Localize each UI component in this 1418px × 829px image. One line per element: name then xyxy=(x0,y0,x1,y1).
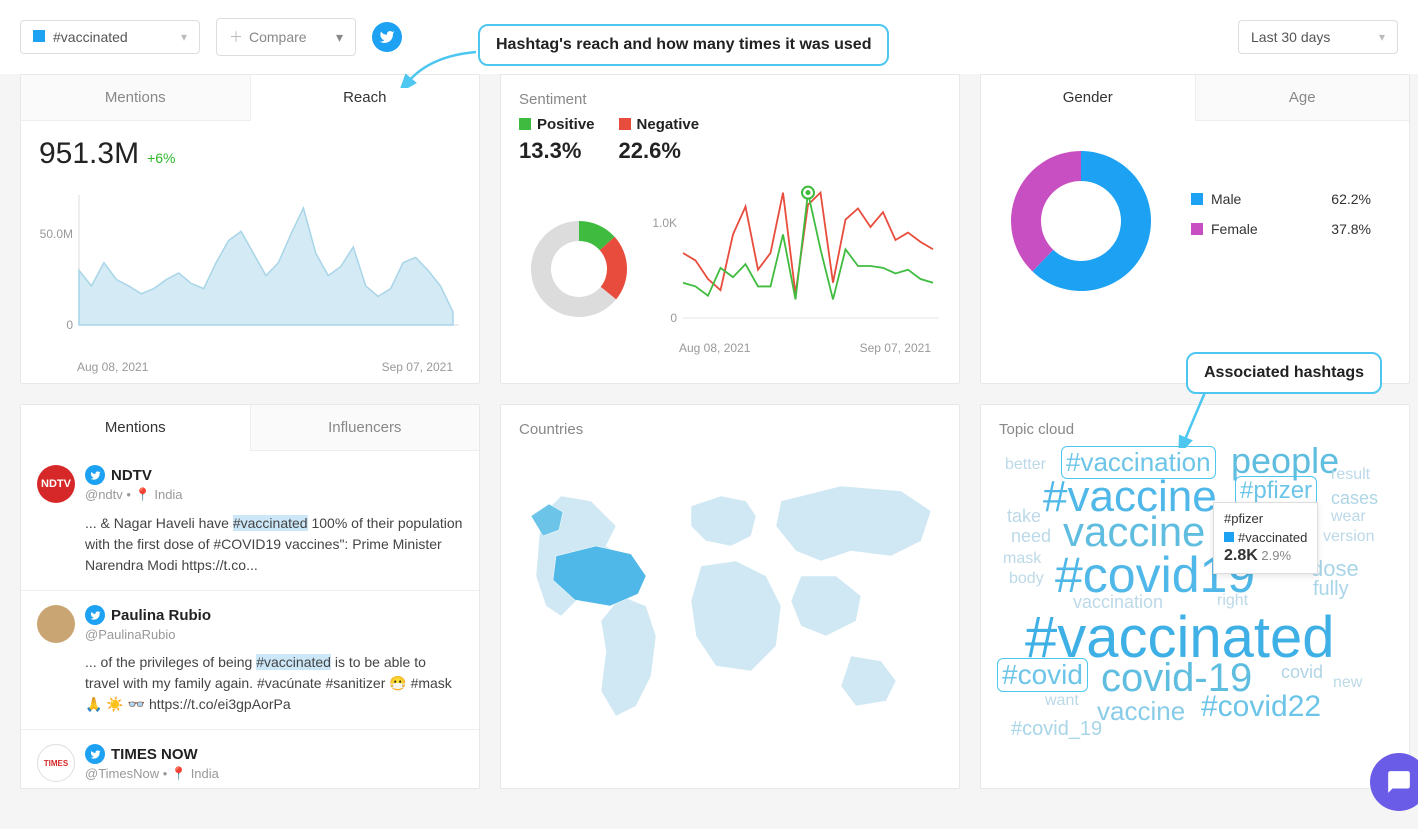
topic-word[interactable]: #covid xyxy=(997,658,1088,692)
sentiment-donut xyxy=(519,209,639,329)
topic-word[interactable]: result xyxy=(1331,466,1370,484)
topic-word[interactable]: take xyxy=(1007,506,1041,527)
compare-button[interactable]: ＋ Compare ▾ xyxy=(216,18,356,56)
callout-assoc: Associated hashtags xyxy=(1186,352,1382,394)
mention-item[interactable]: Paulina Rubio @PaulinaRubio ... of the p… xyxy=(21,591,479,730)
mentions-scroll[interactable]: NDTV NDTV @ndtv • 📍 India ... & Nagar Ha… xyxy=(21,451,479,791)
mention-text: ... of the privileges of being #vaccinat… xyxy=(85,652,463,715)
world-map xyxy=(501,446,941,766)
reach-chart: 50.0M 0 xyxy=(39,191,459,351)
callout-arrow xyxy=(1172,388,1212,448)
topic-word[interactable]: vaccine xyxy=(1097,696,1185,727)
gender-legend: Male62.2% Female37.8% xyxy=(1191,191,1371,251)
topic-word[interactable]: version xyxy=(1323,528,1375,546)
sentiment-positive: Positive 13.3% xyxy=(519,116,595,164)
topic-word[interactable]: want xyxy=(1045,692,1079,710)
topic-word[interactable]: #covid22 xyxy=(1201,690,1321,724)
svg-text:1.0K: 1.0K xyxy=(652,216,677,230)
mention-handle: @TimesNow • 📍 India xyxy=(85,766,463,782)
svg-text:0: 0 xyxy=(670,311,677,325)
sentiment-negative: Negative 22.6% xyxy=(619,116,700,164)
chevron-down-icon: ▾ xyxy=(181,30,187,44)
word-cloud: better#vaccinationpeople#vaccine#pfizerr… xyxy=(981,446,1409,766)
twitter-icon[interactable] xyxy=(372,22,402,52)
topic-word[interactable]: covid xyxy=(1281,662,1323,683)
twitter-icon xyxy=(85,605,105,625)
callout-reach: Hashtag's reach and how many times it wa… xyxy=(478,24,889,66)
callout-arrow xyxy=(400,48,478,88)
axis-date-end: Sep 07, 2021 xyxy=(382,360,453,374)
hashtag-dropdown[interactable]: #vaccinated ▾ xyxy=(20,20,200,54)
topic-word[interactable]: body xyxy=(1009,570,1044,588)
topic-word[interactable]: #covid_19 xyxy=(1011,718,1102,741)
mention-name: NDTV xyxy=(111,467,152,484)
hashtag-swatch xyxy=(33,30,45,42)
gender-card: Gender Age Male62.2% Female37.8% xyxy=(980,74,1410,384)
tab-age[interactable]: Age xyxy=(1196,75,1410,121)
reach-value: 951.3M xyxy=(39,137,139,170)
topic-word[interactable]: cases xyxy=(1331,488,1378,509)
mention-handle: @PaulinaRubio xyxy=(85,627,463,642)
hashtag-label: #vaccinated xyxy=(53,29,128,45)
tab-influencers[interactable]: Influencers xyxy=(251,405,480,451)
sentiment-title: Sentiment xyxy=(501,75,959,116)
svg-text:50.0M: 50.0M xyxy=(40,227,73,241)
mentions-list-card: Mentions Influencers NDTV NDTV @ndtv • 📍… xyxy=(20,404,480,789)
svg-text:0: 0 xyxy=(66,318,73,332)
avatar: NDTV xyxy=(37,465,75,503)
topic-word[interactable]: wear xyxy=(1331,508,1366,526)
reach-delta: +6% xyxy=(147,150,175,166)
avatar: TIMES xyxy=(37,744,75,782)
gender-donut xyxy=(1001,141,1161,301)
tab-mentions[interactable]: Mentions xyxy=(21,75,251,121)
date-range-dropdown[interactable]: Last 30 days ▾ xyxy=(1238,20,1398,54)
axis-date-start: Aug 08, 2021 xyxy=(679,341,750,355)
axis-date-start: Aug 08, 2021 xyxy=(77,360,148,374)
date-range-label: Last 30 days xyxy=(1251,29,1330,45)
axis-date-end: Sep 07, 2021 xyxy=(860,341,931,355)
mention-name: Paulina Rubio xyxy=(111,607,211,624)
topic-cloud-card: Topic cloud better#vaccinationpeople#vac… xyxy=(980,404,1410,789)
sentiment-card: Sentiment Positive 13.3% Negative 22.6% … xyxy=(500,74,960,384)
topic-word[interactable]: better xyxy=(1005,456,1046,474)
twitter-icon xyxy=(85,744,105,764)
countries-card: Countries xyxy=(500,404,960,789)
tab-mentions-list[interactable]: Mentions xyxy=(21,405,251,451)
twitter-icon xyxy=(85,465,105,485)
mention-item[interactable]: TIMES TIMES NOW @TimesNow • 📍 India xyxy=(21,730,479,791)
tab-gender[interactable]: Gender xyxy=(981,75,1196,121)
chevron-down-icon: ▾ xyxy=(1379,30,1385,44)
mention-text: ... & Nagar Haveli have #vaccinated 100%… xyxy=(85,513,463,576)
topic-word[interactable]: need xyxy=(1011,526,1051,547)
topic-word[interactable]: mask xyxy=(1003,550,1041,568)
topic-tooltip: #pfizer #vaccinated 2.8K 2.9% xyxy=(1213,502,1318,574)
topic-word[interactable]: fully xyxy=(1313,578,1349,601)
countries-title: Countries xyxy=(501,405,959,446)
chevron-down-icon: ▾ xyxy=(336,29,343,46)
mention-item[interactable]: NDTV NDTV @ndtv • 📍 India ... & Nagar Ha… xyxy=(21,451,479,591)
sentiment-line-chart: 1.0K 0 xyxy=(649,182,939,332)
compare-label: Compare xyxy=(249,29,307,45)
avatar xyxy=(37,605,75,643)
mention-name: TIMES NOW xyxy=(111,746,198,763)
reach-card: Mentions Reach 951.3M+6% 50.0M 0 Aug 08,… xyxy=(20,74,480,384)
mention-handle: @ndtv • 📍 India xyxy=(85,487,463,503)
topic-word[interactable]: new xyxy=(1333,674,1362,692)
plus-icon: ＋ xyxy=(229,29,243,45)
